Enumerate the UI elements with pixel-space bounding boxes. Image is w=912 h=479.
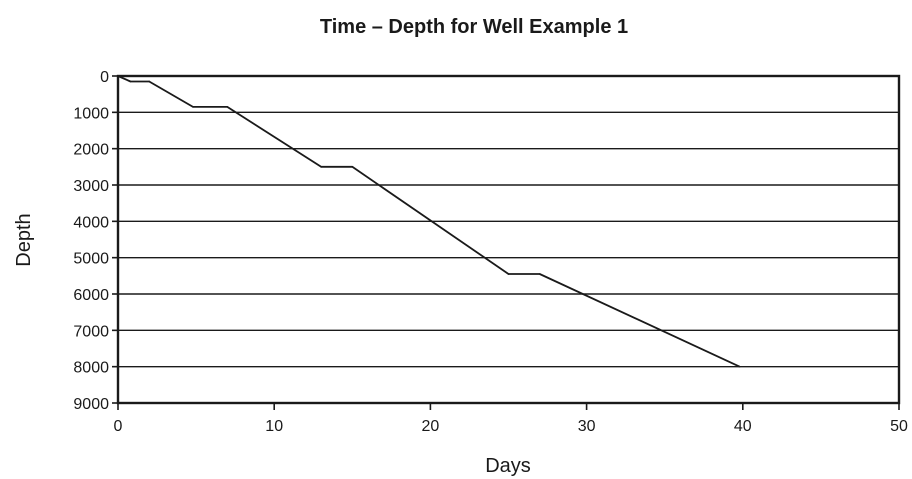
y-tick-label: 6000 [73, 287, 109, 304]
y-axis-label: Depth [13, 213, 35, 266]
series-point [738, 365, 741, 368]
grid-lines [118, 111, 899, 368]
series-point [507, 273, 510, 275]
y-tick-label: 3000 [73, 178, 109, 195]
y-tick-label: 2000 [73, 142, 109, 159]
plot-frame [116, 74, 901, 405]
series-point [351, 166, 354, 168]
x-tick-label: 20 [422, 418, 440, 435]
x-axis-label: Days [485, 455, 531, 477]
y-tick-label: 7000 [73, 323, 109, 340]
series-point [538, 273, 541, 275]
y-tick-label: 9000 [73, 396, 109, 413]
y-tick-label: 8000 [73, 360, 109, 377]
x-tick-label: 40 [734, 418, 752, 435]
x-tick-label: 10 [265, 418, 283, 435]
series-point [129, 80, 132, 83]
y-tick-label: 5000 [73, 251, 109, 268]
y-tick-label: 1000 [73, 105, 109, 122]
series-line-0 [117, 75, 741, 368]
axis-ticks: 0 1000 2000 3000 4000 5000 6000 7000 8000 9000 0 10… [73, 69, 908, 435]
chart-title: Time – Depth for Well Example 1 [320, 16, 628, 38]
x-tick-label: 30 [578, 418, 596, 435]
series-point [148, 80, 151, 83]
series-point [226, 106, 229, 108]
y-tick-label: 4000 [73, 214, 109, 231]
series-point [192, 106, 194, 108]
series-point [117, 75, 119, 77]
y-tick-label: 0 [100, 69, 109, 86]
series-point [320, 166, 322, 168]
plot-area [116, 74, 901, 405]
x-tick-label: 0 [114, 418, 123, 435]
x-tick-label: 50 [890, 418, 908, 435]
